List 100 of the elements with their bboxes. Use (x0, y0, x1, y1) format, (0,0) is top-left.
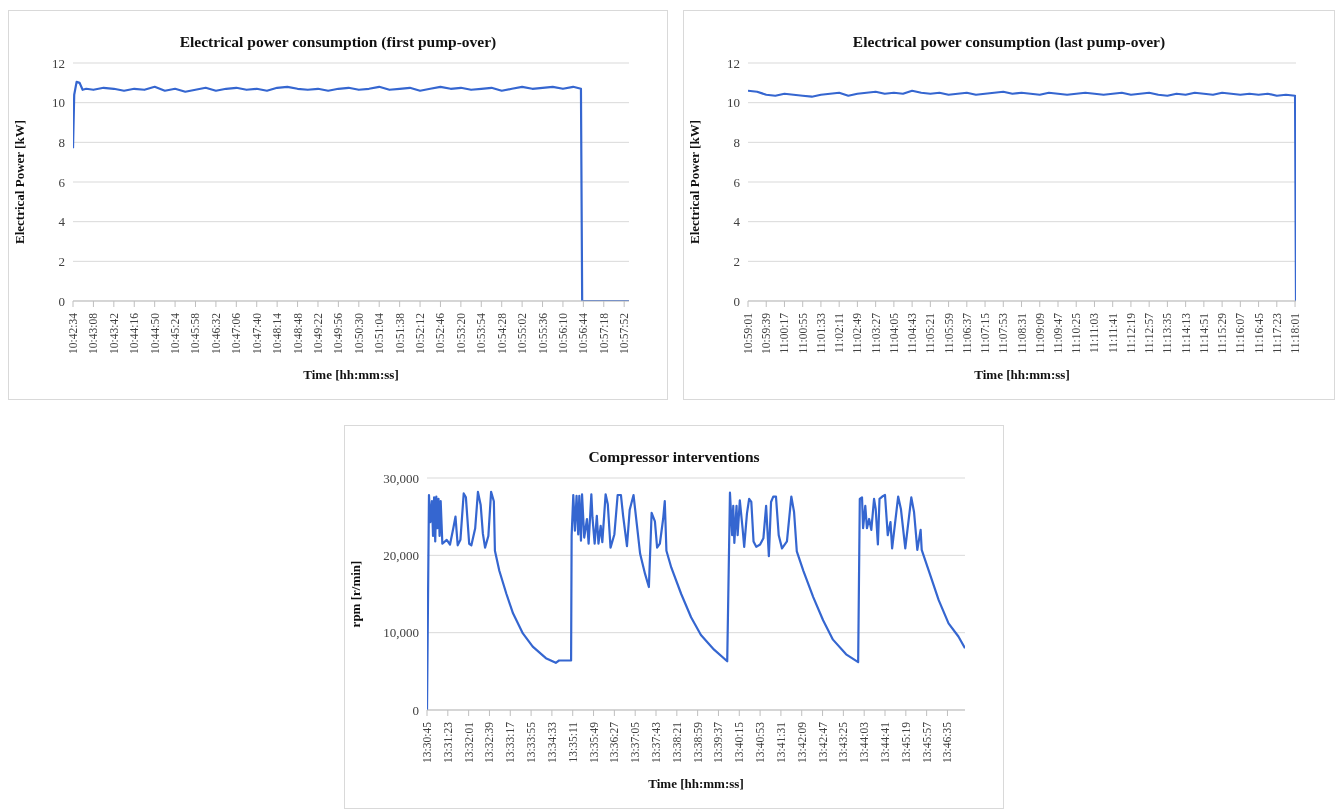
y-tick-label: 6 (733, 174, 741, 190)
x-tick-label: 13:36:27 (608, 721, 621, 763)
x-tick-label: 11:16:07 (1234, 312, 1247, 354)
y-tick-label: 12 (727, 55, 740, 71)
x-tick-label: 10:50:30 (352, 312, 365, 354)
x-tick-label: 10:49:56 (332, 312, 345, 354)
x-tick-label: 10:44:16 (128, 312, 141, 354)
x-tick-label: 11:04:43 (906, 312, 919, 354)
y-tick-label: 0 (58, 293, 65, 309)
x-tick-label: 11:00:17 (778, 312, 791, 354)
x-tick-label: 10:56:10 (556, 312, 569, 354)
x-tick-label: 10:59:39 (760, 312, 773, 354)
y-axis-title: rpm [r/min] (347, 560, 363, 628)
x-tick-label: 11:12:57 (1143, 312, 1156, 354)
x-tick-label: 11:04:05 (887, 312, 900, 354)
x-tick-label: 10:52:12 (414, 312, 427, 354)
x-tick-label: 10:52:46 (434, 312, 447, 354)
x-tick-label: 13:37:43 (650, 721, 662, 763)
x-tick-label: 10:47:40 (250, 312, 263, 354)
x-tick-label: 11:06:37 (960, 312, 973, 354)
x-tick-label: 10:44:50 (148, 312, 161, 354)
x-tick-label: 13:35:49 (587, 721, 600, 763)
x-tick-label: 11:03:27 (869, 312, 882, 354)
x-tick-label: 13:34:33 (545, 721, 558, 763)
x-tick-label: 11:07:53 (997, 312, 1010, 354)
x-tick-label: 11:12:19 (1124, 312, 1137, 354)
x-tick-label: 13:44:03 (858, 721, 871, 763)
y-tick-label: 0 (733, 293, 740, 309)
x-tick-label: 13:42:09 (795, 721, 808, 763)
x-tick-label: 13:43:25 (837, 721, 850, 763)
x-tick-label: 10:45:24 (169, 312, 182, 354)
x-tick-label: 13:35:11 (566, 721, 579, 763)
x-tick-label: 11:08:31 (1015, 312, 1028, 354)
x-tick-label: 11:01:33 (814, 312, 827, 354)
x-tick-label: 11:14:51 (1197, 312, 1210, 354)
x-tick-label: 10:43:08 (87, 312, 100, 354)
y-tick-label: 10 (727, 95, 740, 111)
x-tick-label: 10:57:52 (618, 312, 631, 354)
x-tick-label: 11:09:09 (1033, 312, 1046, 354)
x-tick-label: 10:56:44 (577, 312, 590, 354)
x-tick-label: 13:32:01 (462, 721, 475, 763)
x-tick-label: 11:15:29 (1216, 312, 1229, 354)
x-tick-label: 10:54:28 (495, 312, 508, 354)
x-tick-label: 10:42:34 (67, 312, 79, 354)
x-tick-label: 13:45:57 (920, 721, 933, 763)
x-tick-label: 10:49:22 (311, 312, 324, 354)
y-tick-label: 6 (58, 174, 66, 190)
chart-title: Compressor interventions (587, 448, 761, 466)
x-tick-label: 10:55:36 (536, 312, 549, 354)
y-tick-label: 30,000 (383, 470, 419, 486)
y-tick-label: 4 (58, 214, 66, 230)
x-tick-label: 13:37:05 (629, 721, 642, 763)
x-axis-title: Time [hh:mm:ss] (648, 776, 744, 791)
x-tick-label: 13:40:53 (754, 721, 767, 763)
x-tick-label: 13:38:59 (691, 721, 704, 763)
x-tick-label: 13:42:47 (816, 721, 829, 763)
y-tick-label: 8 (733, 134, 740, 150)
x-tick-label: 11:10:25 (1070, 312, 1083, 354)
y-tick-label: 20,000 (383, 547, 419, 563)
x-tick-label: 13:33:55 (525, 721, 538, 763)
y-tick-label: 2 (58, 253, 65, 269)
x-tick-label: 13:40:15 (733, 721, 746, 763)
x-tick-label: 11:00:55 (796, 312, 809, 354)
x-tick-label: 11:17:23 (1270, 312, 1283, 354)
x-tick-label: 13:30:45 (421, 721, 433, 763)
y-axis-title: Electrical Power [kW] (686, 120, 702, 244)
x-tick-label: 10:55:02 (516, 312, 529, 354)
y-tick-label: 10,000 (383, 625, 419, 641)
x-tick-label: 11:05:59 (942, 312, 955, 354)
x-tick-label: 13:38:21 (670, 721, 683, 763)
x-tick-label: 10:48:14 (271, 312, 284, 354)
x-tick-label: 10:43:42 (107, 312, 120, 354)
x-tick-label: 10:51:04 (373, 312, 386, 354)
x-tick-label: 13:31:23 (441, 721, 454, 763)
x-tick-label: 10:53:54 (475, 312, 488, 354)
x-tick-label: 11:11:41 (1106, 312, 1119, 354)
x-tick-label: 11:11:03 (1088, 312, 1101, 354)
y-tick-label: 0 (412, 702, 419, 718)
x-tick-label: 13:33:17 (504, 721, 517, 763)
x-tick-label: 13:39:37 (712, 721, 725, 763)
x-tick-label: 10:51:38 (393, 312, 406, 354)
y-tick-label: 12 (52, 55, 65, 71)
chart-title: Electrical power consumption (first pump-over) (178, 33, 498, 51)
x-tick-label: 13:46:35 (941, 721, 954, 763)
x-tick-label: 10:59:01 (742, 312, 754, 354)
x-tick-label: 13:45:19 (899, 721, 912, 763)
x-tick-label: 11:18:01 (1289, 312, 1302, 354)
x-tick-label: 10:47:06 (230, 312, 243, 354)
x-tick-label: 10:46:32 (209, 312, 222, 354)
x-axis-title: Time [hh:mm:ss] (303, 367, 399, 382)
x-tick-label: 11:05:21 (924, 312, 937, 354)
y-tick-label: 2 (733, 253, 740, 269)
x-tick-label: 11:07:15 (979, 312, 992, 354)
x-tick-label: 10:57:18 (597, 312, 610, 354)
y-tick-label: 10 (52, 95, 65, 111)
x-tick-label: 13:44:41 (879, 721, 891, 763)
x-tick-label: 10:45:58 (189, 312, 202, 354)
x-tick-label: 13:41:31 (774, 721, 787, 763)
y-axis-title: Electrical Power [kW] (11, 120, 27, 244)
y-tick-label: 8 (58, 134, 65, 150)
